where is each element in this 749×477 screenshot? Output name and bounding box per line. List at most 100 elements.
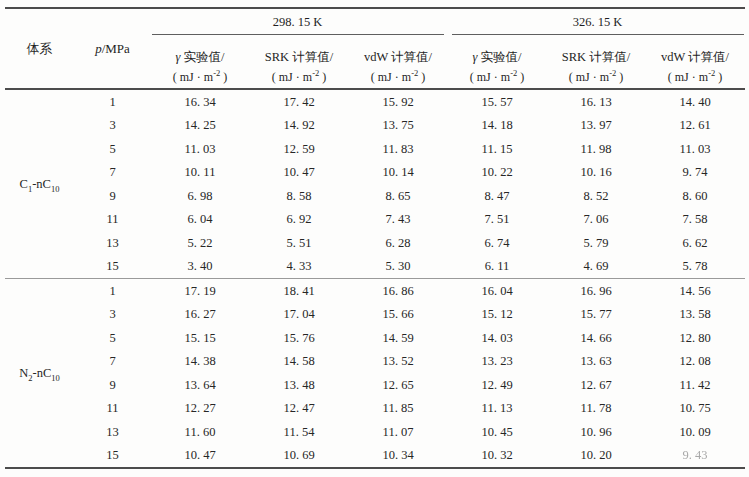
- pressure-value: 5: [75, 137, 151, 161]
- pressure-value: 7: [75, 350, 151, 374]
- table-cell: 11. 42: [646, 373, 745, 397]
- table-cell: 9. 74: [646, 161, 745, 185]
- pressure-unit: /MPa: [102, 41, 130, 56]
- table-row: 913. 6413. 4812. 6512. 4912. 6711. 42: [5, 373, 745, 397]
- unit-close: ): [418, 70, 425, 84]
- unit-label: ( mJ · m: [470, 70, 510, 84]
- table-cell: 15. 76: [250, 326, 349, 350]
- table-cell: 16. 96: [547, 279, 646, 303]
- table-cell: 10. 11: [151, 161, 250, 185]
- col-label: vdW 计算值/: [364, 50, 432, 64]
- table-cell: 10. 20: [547, 444, 646, 469]
- table-cell: 12. 65: [349, 373, 448, 397]
- table-cell: 10. 32: [448, 444, 547, 469]
- table-cell: 13. 52: [349, 350, 448, 374]
- pressure-value: 3: [75, 114, 151, 138]
- table-cell: 17. 04: [250, 303, 349, 327]
- column-header-system: 体系: [5, 8, 75, 89]
- table-cell: 15. 66: [349, 303, 448, 327]
- table-cell: 6. 28: [349, 231, 448, 255]
- unit-close: ): [616, 70, 623, 84]
- system-label: N2-nC10: [5, 279, 75, 469]
- col-label: SRK 计算值/: [562, 50, 630, 64]
- temperature-header-row: 体系 p/MPa 298. 15 K 326. 15 K: [5, 8, 745, 35]
- table-cell: 13. 63: [547, 350, 646, 374]
- table-row: 1510. 4710. 6910. 3410. 3210. 209. 43: [5, 444, 745, 469]
- col-label: vdW 计算值/: [661, 50, 729, 64]
- table-cell: 15. 57: [448, 89, 547, 114]
- table-cell: 13. 97: [547, 114, 646, 138]
- column-header-gamma-exp-326: γ 实验值/ ( mJ · m-2 ): [448, 35, 547, 89]
- table-cell: 8. 47: [448, 184, 547, 208]
- table-cell: 7. 51: [448, 208, 547, 232]
- table-cell: 6. 62: [646, 231, 745, 255]
- table-cell: 15. 92: [349, 89, 448, 114]
- table-cell: 12. 49: [448, 373, 547, 397]
- pressure-value: 7: [75, 161, 151, 185]
- pressure-value: 11: [75, 208, 151, 232]
- table-cell: 16. 27: [151, 303, 250, 327]
- surface-tension-table: 体系 p/MPa 298. 15 K 326. 15 K γ 实验值/ ( mJ…: [5, 7, 745, 469]
- table-cell: 5. 79: [547, 231, 646, 255]
- table-cell: 16. 86: [349, 279, 448, 303]
- table-cell: 11. 60: [151, 420, 250, 444]
- table-cell: 10. 45: [448, 420, 547, 444]
- table-cell: 11. 03: [646, 137, 745, 161]
- unit-label: ( mJ · m: [569, 70, 609, 84]
- pressure-value: 3: [75, 303, 151, 327]
- pressure-value: 9: [75, 184, 151, 208]
- table-cell: 6. 92: [250, 208, 349, 232]
- temp-group-326-rule: 326. 15 K: [452, 11, 744, 35]
- unit-close: ): [319, 70, 326, 84]
- table-cell: 9. 43: [646, 444, 745, 469]
- table-cell: 10. 47: [250, 161, 349, 185]
- temp-group-326: 326. 15 K: [448, 8, 745, 35]
- pressure-value: 1: [75, 279, 151, 303]
- table-cell: 11. 07: [349, 420, 448, 444]
- table-cell: 14. 56: [646, 279, 745, 303]
- table-cell: 12. 47: [250, 397, 349, 421]
- table-row: 96. 988. 588. 658. 478. 528. 60: [5, 184, 745, 208]
- col-label: 实验值/: [477, 50, 521, 64]
- table-cell: 5. 51: [250, 231, 349, 255]
- table-cell: 11. 13: [448, 397, 547, 421]
- table-row: 135. 225. 516. 286. 745. 796. 62: [5, 231, 745, 255]
- table-cell: 8. 60: [646, 184, 745, 208]
- table-cell: 7. 43: [349, 208, 448, 232]
- temp-group-298: 298. 15 K: [151, 8, 448, 35]
- col-label: SRK 计算值/: [265, 50, 333, 64]
- table-cell: 12. 27: [151, 397, 250, 421]
- table-cell: 10. 16: [547, 161, 646, 185]
- unit-close: ): [220, 70, 227, 84]
- column-header-pressure: p/MPa: [75, 8, 151, 89]
- table-body: C1-nC10116. 3417. 4215. 9215. 5716. 1314…: [5, 89, 745, 468]
- table-cell: 6. 98: [151, 184, 250, 208]
- table-cell: 15. 15: [151, 326, 250, 350]
- pressure-value: 11: [75, 397, 151, 421]
- table-cell: 17. 19: [151, 279, 250, 303]
- table-cell: 11. 98: [547, 137, 646, 161]
- pressure-value: 15: [75, 444, 151, 469]
- table-cell: 14. 40: [646, 89, 745, 114]
- table-row: 1311. 6011. 5411. 0710. 4510. 9610. 09: [5, 420, 745, 444]
- pressure-value: 5: [75, 326, 151, 350]
- pressure-value: 13: [75, 231, 151, 255]
- temp-group-298-rule: 298. 15 K: [152, 11, 444, 35]
- table-cell: 10. 75: [646, 397, 745, 421]
- pressure-value: 13: [75, 420, 151, 444]
- unit-label: ( mJ · m: [173, 70, 213, 84]
- table-cell: 7. 58: [646, 208, 745, 232]
- table-cell: 11. 03: [151, 137, 250, 161]
- column-header-srk-298: SRK 计算值/ ( mJ · m-2 ): [250, 35, 349, 89]
- column-header-gamma-exp-298: γ 实验值/ ( mJ · m-2 ): [151, 35, 250, 89]
- table-cell: 11. 15: [448, 137, 547, 161]
- table-cell: 13. 58: [646, 303, 745, 327]
- table-cell: 11. 78: [547, 397, 646, 421]
- table-cell: 14. 59: [349, 326, 448, 350]
- table-cell: 6. 11: [448, 255, 547, 279]
- pressure-value: 9: [75, 373, 151, 397]
- pressure-value: 15: [75, 255, 151, 279]
- table-row: 511. 0312. 5911. 8311. 1511. 9811. 03: [5, 137, 745, 161]
- table-cell: 11. 83: [349, 137, 448, 161]
- table-cell: 12. 80: [646, 326, 745, 350]
